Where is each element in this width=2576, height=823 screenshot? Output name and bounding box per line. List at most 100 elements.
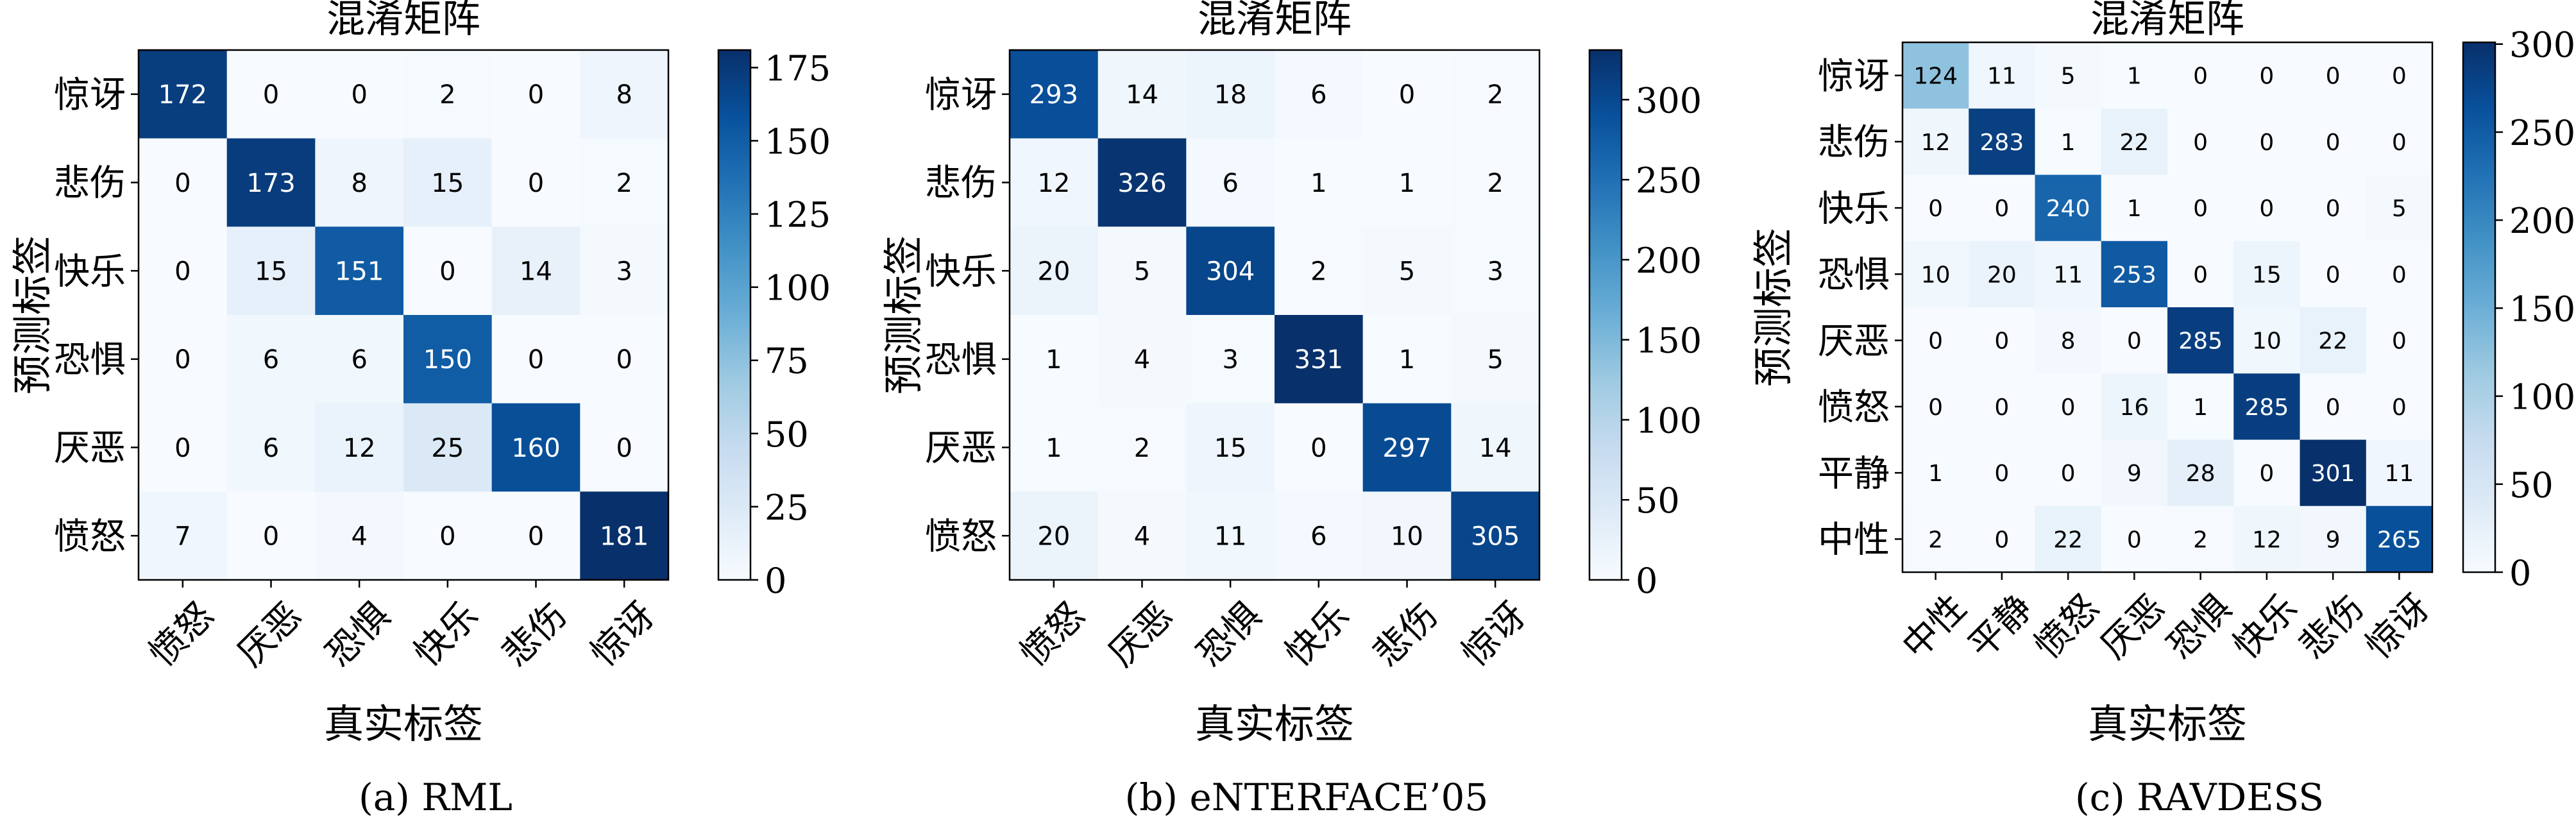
heatmap-cell xyxy=(2101,42,2168,109)
colorbar-tick-label: 300 xyxy=(2509,25,2575,65)
x-tick-label: 恐惧 xyxy=(2159,587,2239,667)
heatmap-cell xyxy=(1275,403,1364,492)
x-tick-label: 厌恶 xyxy=(1101,595,1181,675)
cell-value-label: 18 xyxy=(1214,80,1247,110)
heatmap-cell xyxy=(1451,138,1540,227)
x-tick-label: 快乐 xyxy=(406,595,486,675)
cell-value-label: 0 xyxy=(1928,196,1943,222)
colorbar-tick-label: 125 xyxy=(765,195,831,235)
cell-value-label: 4 xyxy=(1134,345,1150,375)
y-tick-label: 愤怒 xyxy=(925,516,997,557)
plot-frame xyxy=(1901,41,2434,573)
heatmap-cell xyxy=(1362,491,1452,581)
heatmap-cell xyxy=(1969,42,2035,109)
heatmap-cell xyxy=(1186,226,1275,316)
cell-value-label: 0 xyxy=(2392,395,2407,421)
cell-value-label: 10 xyxy=(2252,328,2282,355)
cell-value-label: 0 xyxy=(2259,130,2274,156)
cell-value-label: 16 xyxy=(2119,395,2149,421)
cell-value-label: 3 xyxy=(1487,257,1503,287)
heatmap-cell xyxy=(1969,108,2035,175)
cell-value-label: 0 xyxy=(439,257,455,287)
cell-value-label: 0 xyxy=(2326,196,2341,222)
heatmap-cell xyxy=(226,226,316,316)
cell-value-label: 253 xyxy=(2112,262,2157,288)
y-tick-label: 厌恶 xyxy=(54,428,126,470)
heatmap-cell xyxy=(2233,505,2300,573)
heatmap-cell xyxy=(1186,315,1275,404)
colorbar-tick-label: 150 xyxy=(765,121,831,162)
cell-value-label: 20 xyxy=(1037,257,1070,287)
heatmap-cell xyxy=(2167,505,2234,573)
cell-value-label: 11 xyxy=(1214,522,1247,552)
colorbar-tick-label: 300 xyxy=(1636,80,1702,121)
heatmap-cell xyxy=(2366,241,2433,308)
cell-value-label: 331 xyxy=(1294,345,1343,375)
x-tick-label: 惊讶 xyxy=(2358,587,2438,667)
heatmap-cell xyxy=(1451,315,1540,404)
heatmap-cell xyxy=(1097,138,1187,227)
heatmap-cell xyxy=(2300,307,2367,374)
plot-frame xyxy=(137,49,670,581)
x-tick-label: 愤怒 xyxy=(1012,595,1092,675)
heatmap-cell xyxy=(2233,108,2300,175)
cell-value-label: 8 xyxy=(616,80,632,110)
colorbar xyxy=(718,50,750,580)
heatmap-cell xyxy=(2101,108,2168,175)
cell-value-label: 0 xyxy=(1310,434,1326,463)
heatmap-cell xyxy=(315,403,404,492)
cell-value-label: 0 xyxy=(1994,328,2009,355)
heatmap-cell xyxy=(1969,439,2035,507)
heatmap-cell xyxy=(2167,174,2234,242)
cell-value-label: 172 xyxy=(158,80,207,110)
heatmap-cell xyxy=(491,50,580,139)
heatmap-cell xyxy=(1186,403,1275,492)
colorbar-tick-label: 100 xyxy=(765,268,831,309)
colorbar-tick-label: 75 xyxy=(765,341,809,382)
y-tick-label: 快乐 xyxy=(1818,188,1890,230)
y-tick-label: 惊讶 xyxy=(1818,56,1890,98)
y-tick-label: 厌恶 xyxy=(925,428,997,470)
x-tick-label: 恐惧 xyxy=(318,595,398,675)
colorbar-tick-label: 150 xyxy=(2509,289,2575,329)
heatmap-cell xyxy=(1186,138,1275,227)
cell-value-label: 0 xyxy=(1994,196,2009,222)
cell-value-label: 0 xyxy=(2061,395,2076,421)
cell-value-label: 1 xyxy=(1310,169,1326,198)
cell-value-label: 0 xyxy=(1399,80,1415,110)
x-axis-label: 真实标签 xyxy=(2088,700,2247,747)
cell-value-label: 12 xyxy=(1037,169,1070,198)
heatmap-cell xyxy=(1451,403,1540,492)
heatmap-cell xyxy=(1275,226,1364,316)
heatmap-cell xyxy=(2101,174,2168,242)
cell-value-label: 5 xyxy=(2392,196,2407,222)
heatmap-cell xyxy=(1451,226,1540,316)
y-tick-label: 厌恶 xyxy=(1818,321,1890,362)
heatmap-cell xyxy=(1451,50,1540,139)
heatmap-cell xyxy=(1097,403,1187,492)
colorbar-tick-label: 50 xyxy=(765,414,809,455)
heatmap-cell xyxy=(1362,226,1452,316)
cell-value-label: 2 xyxy=(1487,169,1503,198)
heatmap-cell xyxy=(2167,373,2234,440)
cell-value-label: 2 xyxy=(439,80,455,110)
cell-value-label: 285 xyxy=(2178,328,2223,355)
heatmap-cell xyxy=(139,403,228,492)
heatmap-cell xyxy=(491,491,580,581)
colorbar-tick-label: 0 xyxy=(1636,561,1657,601)
x-tick-label: 恐惧 xyxy=(1189,595,1269,675)
cell-value-label: 0 xyxy=(2326,395,2341,421)
cell-value-label: 0 xyxy=(351,80,367,110)
x-tick-label: 悲伤 xyxy=(1366,595,1446,675)
cell-value-label: 0 xyxy=(616,434,632,463)
heatmap-cell xyxy=(403,403,493,492)
cell-value-label: 305 xyxy=(1471,522,1520,552)
cell-value-label: 0 xyxy=(1928,395,1943,421)
y-tick-label: 恐惧 xyxy=(925,339,997,381)
heatmap-cell xyxy=(315,226,404,316)
heatmap-cell xyxy=(403,138,493,227)
heatmap-cell xyxy=(1902,174,1969,242)
cell-value-label: 0 xyxy=(1994,461,2009,487)
heatmap-cell xyxy=(2366,108,2433,175)
cell-value-label: 11 xyxy=(1987,64,2017,90)
